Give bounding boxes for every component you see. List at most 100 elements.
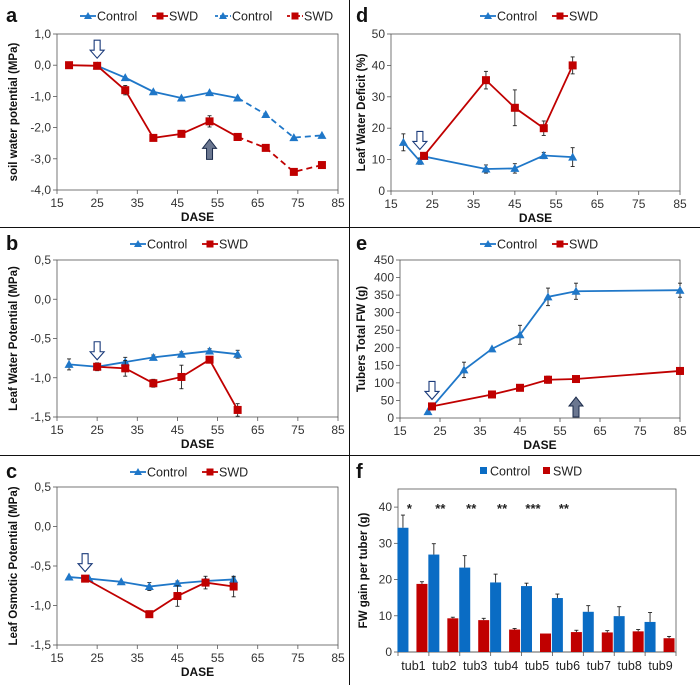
data-point-square: [81, 574, 90, 583]
bar-swd: [416, 583, 428, 652]
data-point-square: [93, 362, 102, 371]
chart-b: b -1,5 -1,0 -0,5 0,0 0,5 Leaf Water Potential …: [6, 233, 345, 451]
bar-control: [397, 527, 409, 652]
panel-label: e: [356, 233, 367, 255]
legend-label: SWD: [569, 10, 598, 24]
data-point-square: [539, 124, 548, 133]
x-tick-label: 45: [508, 197, 522, 211]
bar-swd: [601, 632, 613, 652]
y-tick-label: 0: [387, 411, 394, 425]
y-tick-label: 100: [374, 376, 394, 390]
data-point-square: [121, 364, 130, 373]
data-point-triangle: [64, 572, 74, 581]
legend-marker-triangle: [484, 240, 492, 247]
data-point-triangle: [148, 87, 158, 96]
data-point-square: [544, 375, 552, 384]
bar-swd: [447, 618, 459, 652]
bar-control: [428, 554, 440, 652]
data-point-square: [149, 379, 158, 388]
data-point-triangle: [233, 349, 243, 358]
y-tick-label: 20: [372, 121, 386, 135]
plot-frame: [56, 259, 339, 418]
x-tick-label: tub2: [432, 659, 456, 673]
x-tick-label: 85: [673, 424, 687, 438]
y-tick-label: -1,5: [30, 410, 51, 424]
y-tick-label: -1,0: [30, 371, 51, 385]
y-tick-label: 10: [372, 153, 386, 167]
panel-label: b: [6, 233, 18, 255]
bar-control: [644, 621, 656, 652]
y-axis-label: soil water potential (MPa): [8, 43, 20, 182]
data-point-triangle: [261, 109, 271, 118]
series-line-swd: [237, 136, 323, 173]
data-point-square: [205, 117, 214, 126]
series-line-control: [237, 97, 323, 139]
data-point-square: [317, 161, 326, 170]
x-tick-label: 35: [473, 424, 487, 438]
data-point-triangle: [459, 365, 469, 374]
bar-control: [613, 616, 625, 652]
y-tick-label: 50: [372, 27, 386, 41]
y-tick-label: 40: [372, 58, 386, 72]
x-tick-label: 75: [291, 423, 305, 437]
x-tick-label: 45: [171, 651, 185, 665]
legend-marker-triangle: [134, 240, 142, 247]
x-tick-label: 35: [131, 423, 145, 437]
data-point-triangle: [539, 151, 549, 160]
x-tick-label: 75: [291, 651, 305, 665]
y-tick-label: 150: [374, 358, 394, 372]
x-tick-label: tub9: [648, 659, 672, 673]
y-tick-label: 450: [374, 253, 394, 267]
y-tick-label: 30: [379, 536, 393, 550]
y-tick-label: 250: [374, 323, 394, 337]
x-tick-label: 65: [591, 197, 605, 211]
x-tick-label: 85: [331, 196, 345, 210]
y-tick-label: 200: [374, 341, 394, 355]
y-tick-label: -1,0: [30, 89, 51, 103]
x-tick-label: 55: [553, 424, 567, 438]
bar-swd: [540, 633, 551, 652]
legend-swatch: [480, 467, 487, 474]
x-axis-label: DASE: [181, 665, 214, 679]
data-point-square: [516, 383, 524, 392]
data-point-square: [93, 61, 102, 70]
series-line-control: [427, 289, 681, 413]
legend-label: SWD: [569, 238, 598, 252]
data-point-triangle: [289, 133, 299, 142]
data-point-triangle: [233, 93, 243, 102]
data-point-triangle: [120, 73, 130, 82]
significance-marker: **: [435, 501, 446, 516]
data-point-square: [676, 366, 684, 375]
y-tick-label: 350: [374, 288, 394, 302]
x-tick-label: 25: [426, 197, 440, 211]
data-point-square: [229, 582, 238, 591]
data-point-square: [568, 61, 577, 70]
data-point-triangle: [144, 582, 154, 591]
plot-frame: [56, 486, 339, 646]
legend-label: Control: [97, 10, 137, 24]
data-point-square: [428, 402, 436, 411]
data-point-square: [201, 578, 210, 587]
x-tick-label: tub5: [525, 659, 549, 673]
significance-marker: **: [466, 501, 477, 516]
bar-control: [551, 598, 563, 652]
y-tick-label: 0: [385, 645, 392, 659]
series-line-swd: [69, 64, 239, 139]
bar-control: [582, 611, 594, 652]
data-point-square: [420, 151, 429, 160]
x-tick-label: 45: [171, 196, 185, 210]
y-tick-label: 0,5: [34, 480, 51, 494]
y-tick-label: 30: [372, 90, 386, 104]
y-tick-label: -1,0: [30, 599, 51, 613]
x-tick-label: tub6: [556, 659, 580, 673]
y-tick-label: 300: [374, 306, 394, 320]
data-point-triangle: [515, 330, 525, 339]
x-tick-label: 85: [331, 651, 345, 665]
x-tick-label: 15: [393, 424, 407, 438]
x-tick-label: 45: [513, 424, 527, 438]
x-tick-label: 25: [90, 423, 104, 437]
data-point-triangle: [172, 578, 182, 587]
data-point-triangle: [176, 93, 186, 102]
data-point-square: [145, 610, 154, 619]
panel-label: d: [356, 5, 368, 27]
